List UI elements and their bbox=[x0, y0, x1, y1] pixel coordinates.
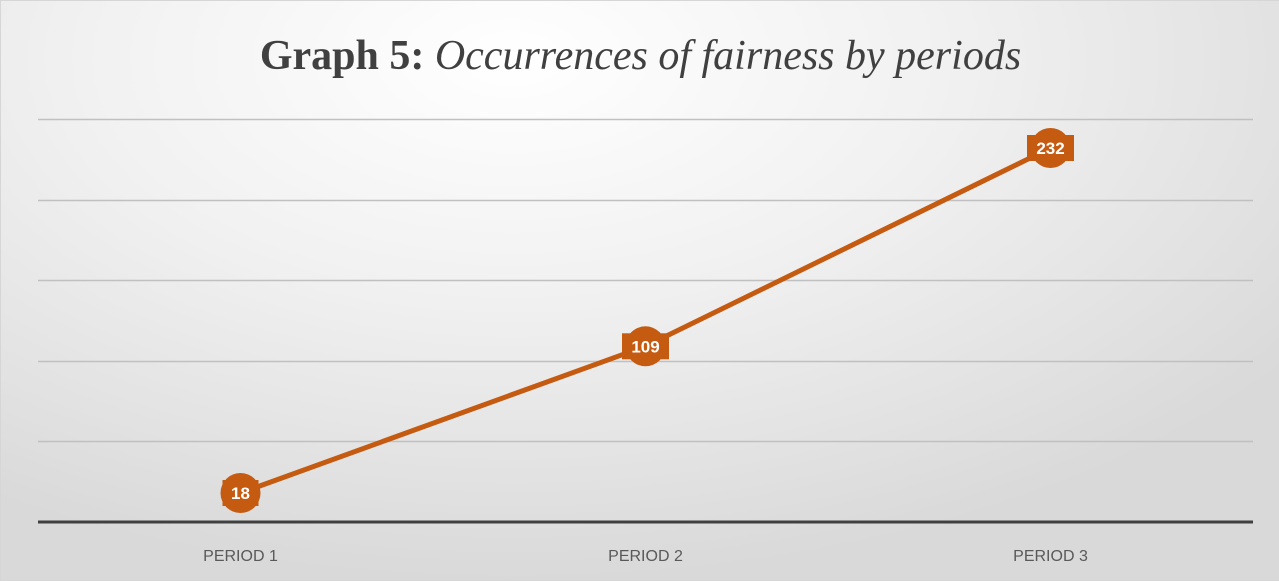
x-tick-label: PERIOD 1 bbox=[203, 548, 278, 565]
chart-title: Graph 5: Occurrences of fairness by peri… bbox=[1, 35, 1279, 77]
data-label: 109 bbox=[631, 337, 659, 356]
data-label: 232 bbox=[1036, 139, 1064, 158]
x-tick-label: PERIOD 2 bbox=[608, 548, 683, 565]
chart-title-prefix: Graph 5: bbox=[259, 33, 425, 79]
data-label: 18 bbox=[231, 484, 250, 503]
chart-title-text: Occurrences of fairness by periods bbox=[434, 33, 1022, 79]
x-tick-label: PERIOD 3 bbox=[1013, 548, 1088, 565]
data-label-box bbox=[622, 333, 669, 360]
data-label-box bbox=[1027, 135, 1074, 162]
data-label-box bbox=[222, 479, 259, 506]
